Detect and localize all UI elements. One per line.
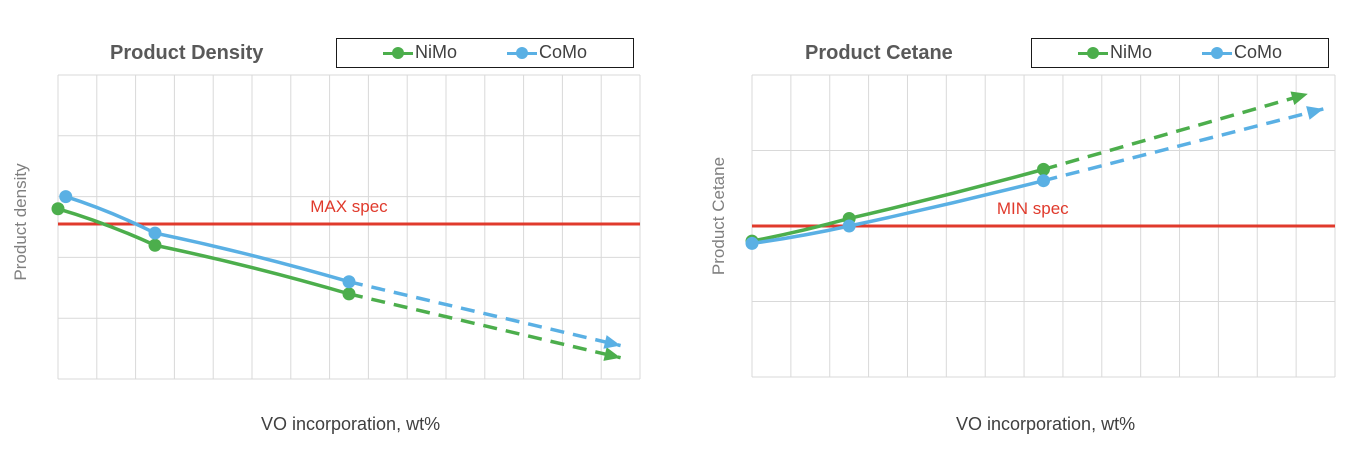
spec-label: MAX spec xyxy=(310,197,388,216)
series-como-arrowhead xyxy=(1306,106,1324,120)
series-como-line xyxy=(65,194,350,284)
legend-label-nimo: NiMo xyxy=(1110,42,1153,62)
density-plot-area: MAX spec xyxy=(51,74,641,380)
series-como-point xyxy=(842,219,856,233)
legend-swatch-nimo xyxy=(1078,43,1108,63)
legend-label-nimo: NiMo xyxy=(415,42,458,62)
series-nimo-point xyxy=(1037,162,1050,176)
chart-title: Product Cetane xyxy=(805,42,953,64)
legend-item-como: CoMo xyxy=(507,42,587,63)
legend-item-como: CoMo xyxy=(1202,42,1282,63)
series-nimo-point xyxy=(51,202,65,216)
series-como-projection xyxy=(348,280,622,348)
series-nimo-line xyxy=(57,207,350,296)
y-axis-label: Product Cetane xyxy=(709,156,728,276)
chart-title: Product Density xyxy=(110,42,264,64)
series-como-point xyxy=(1037,174,1050,188)
x-axis-label: VO incorporation, wt% xyxy=(261,414,441,434)
legend-swatch-como xyxy=(1202,43,1232,63)
series-nimo-line xyxy=(751,167,1044,243)
series-como-point xyxy=(148,226,162,240)
series-como-point xyxy=(342,275,356,289)
series-nimo-arrowhead xyxy=(603,347,621,361)
legend-item-nimo: NiMo xyxy=(383,42,457,63)
series-como-point xyxy=(745,236,759,250)
series-como-projection xyxy=(1043,107,1324,183)
legend-swatch-como xyxy=(507,43,537,63)
series-como-arrowhead xyxy=(603,335,621,349)
legend-item-nimo: NiMo xyxy=(1078,42,1152,63)
series-como-line xyxy=(751,179,1044,246)
spec-label: MIN spec xyxy=(997,199,1069,218)
series-nimo-point xyxy=(148,238,162,252)
legend-label-como: CoMo xyxy=(539,42,588,62)
legend: NiMo CoMo xyxy=(336,38,634,68)
series-nimo-arrowhead xyxy=(1290,91,1308,106)
y-axis-label: Product density xyxy=(11,163,30,281)
legend: NiMo CoMo xyxy=(1031,38,1329,68)
cetane-chart-panel: Product Cetane NiMo CoMo Product Cetane … xyxy=(690,0,1347,460)
density-chart-panel: Product Density NiMo CoMo Product densit… xyxy=(0,0,660,460)
legend-swatch-nimo xyxy=(383,43,413,63)
series-nimo-projection xyxy=(1043,92,1309,172)
legend-label-como: CoMo xyxy=(1234,42,1283,62)
x-axis-label: VO incorporation, wt% xyxy=(956,414,1136,434)
cetane-plot-area: MIN spec xyxy=(745,74,1336,378)
series-nimo-projection xyxy=(348,292,622,360)
series-como-point xyxy=(59,190,73,204)
series-nimo-point xyxy=(342,287,356,301)
